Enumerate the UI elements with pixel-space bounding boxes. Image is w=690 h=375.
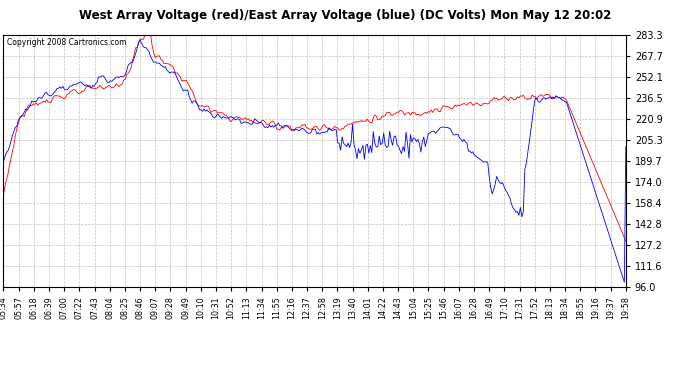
Text: Copyright 2008 Cartronics.com: Copyright 2008 Cartronics.com xyxy=(7,38,126,47)
Text: West Array Voltage (red)/East Array Voltage (blue) (DC Volts) Mon May 12 20:02: West Array Voltage (red)/East Array Volt… xyxy=(79,9,611,22)
